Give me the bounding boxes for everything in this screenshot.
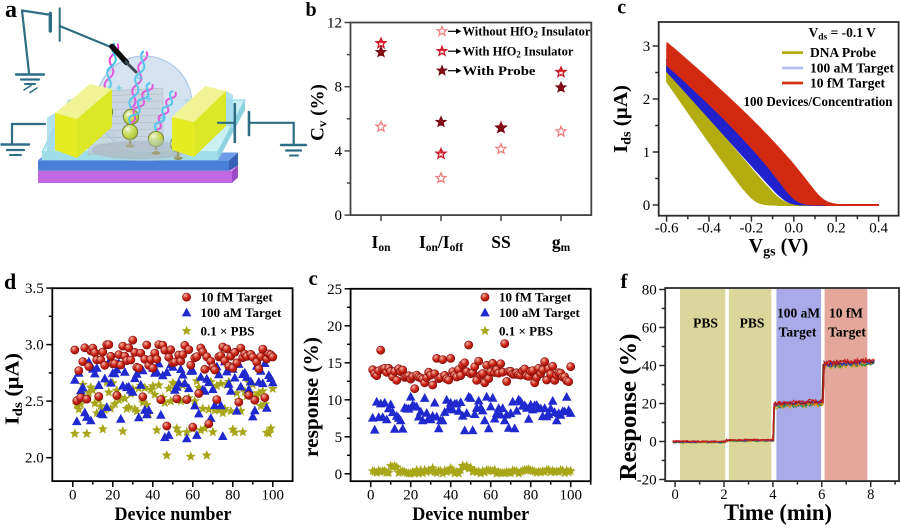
svg-text:0: 0 bbox=[671, 487, 678, 503]
svg-text:8: 8 bbox=[335, 80, 343, 96]
svg-text:100 Devices/Concentration: 100 Devices/Concentration bbox=[744, 94, 894, 109]
svg-text:With Probe: With Probe bbox=[463, 63, 536, 78]
svg-text:0: 0 bbox=[335, 467, 343, 483]
svg-text:20: 20 bbox=[105, 488, 120, 504]
svg-text:80: 80 bbox=[225, 488, 240, 504]
svg-text:100 aM Target: 100 aM Target bbox=[810, 61, 894, 76]
svg-text:0: 0 bbox=[69, 488, 77, 504]
svg-text:With HfO2 Insulator: With HfO2 Insulator bbox=[463, 44, 574, 60]
svg-text:a: a bbox=[5, 0, 17, 23]
svg-text:80: 80 bbox=[642, 283, 657, 299]
svg-text:20: 20 bbox=[642, 397, 657, 413]
svg-text:0.2: 0.2 bbox=[827, 221, 846, 237]
svg-text:20: 20 bbox=[327, 319, 342, 335]
svg-text:40: 40 bbox=[443, 488, 458, 504]
svg-text:100 aM: 100 aM bbox=[777, 306, 820, 321]
svg-text:Response (%): Response (%) bbox=[616, 334, 642, 481]
svg-text:-0.6: -0.6 bbox=[655, 221, 679, 237]
svg-text:PBS: PBS bbox=[693, 316, 718, 331]
svg-text:60: 60 bbox=[185, 488, 200, 504]
svg-text:response (%): response (%) bbox=[299, 337, 323, 457]
svg-text:0.0: 0.0 bbox=[784, 221, 803, 237]
svg-text:10 fM Target: 10 fM Target bbox=[810, 76, 885, 91]
svg-text:80: 80 bbox=[523, 488, 538, 504]
svg-text:DNA Probe: DNA Probe bbox=[810, 45, 876, 60]
svg-text:Without HfO2 Insulator: Without HfO2 Insulator bbox=[463, 24, 591, 40]
svg-text:c: c bbox=[617, 0, 626, 19]
svg-text:10 fM Target: 10 fM Target bbox=[499, 290, 572, 305]
svg-text:Vgs (V): Vgs (V) bbox=[749, 235, 809, 260]
svg-text:10: 10 bbox=[327, 393, 342, 409]
svg-text:25: 25 bbox=[327, 282, 342, 298]
svg-text:12: 12 bbox=[327, 16, 342, 32]
svg-text:4: 4 bbox=[335, 144, 343, 160]
svg-text:10 fM Target: 10 fM Target bbox=[201, 290, 274, 305]
svg-text:0.1 × PBS: 0.1 × PBS bbox=[499, 323, 553, 338]
svg-text:0: 0 bbox=[643, 198, 651, 214]
svg-text:2.0: 2.0 bbox=[25, 451, 44, 467]
svg-text:6: 6 bbox=[818, 487, 825, 503]
svg-text:4: 4 bbox=[769, 487, 777, 503]
svg-text:Time (min): Time (min) bbox=[724, 500, 832, 525]
svg-text:40: 40 bbox=[642, 359, 657, 375]
svg-text:60: 60 bbox=[483, 488, 498, 504]
svg-text:0: 0 bbox=[335, 208, 343, 224]
svg-text:8: 8 bbox=[867, 487, 874, 503]
svg-text:Device number: Device number bbox=[412, 505, 529, 525]
svg-text:20: 20 bbox=[403, 488, 418, 504]
svg-text:60: 60 bbox=[642, 321, 657, 337]
svg-text:100: 100 bbox=[559, 488, 582, 504]
svg-text:3.5: 3.5 bbox=[25, 281, 44, 297]
svg-text:3.0: 3.0 bbox=[25, 338, 44, 354]
svg-text:1: 1 bbox=[643, 145, 651, 161]
svg-text:100 aM Target: 100 aM Target bbox=[499, 305, 581, 320]
svg-text:100: 100 bbox=[262, 488, 285, 504]
svg-text:SS: SS bbox=[491, 232, 510, 252]
svg-text:f: f bbox=[621, 269, 629, 293]
svg-text:d: d bbox=[4, 269, 16, 294]
svg-text:15: 15 bbox=[327, 356, 342, 372]
svg-text:10 fM: 10 fM bbox=[829, 306, 863, 321]
svg-text:0.1 × PBS: 0.1 × PBS bbox=[201, 323, 255, 338]
svg-text:-20: -20 bbox=[637, 473, 657, 489]
svg-text:Device number: Device number bbox=[115, 505, 232, 525]
svg-text:2.5: 2.5 bbox=[25, 394, 44, 410]
svg-text:40: 40 bbox=[145, 488, 160, 504]
svg-text:0.4: 0.4 bbox=[869, 221, 888, 237]
svg-text:-0.2: -0.2 bbox=[740, 221, 764, 237]
svg-text:PBS: PBS bbox=[740, 316, 765, 331]
svg-text:5: 5 bbox=[335, 430, 343, 446]
svg-text:b: b bbox=[306, 0, 317, 21]
svg-text:c: c bbox=[309, 266, 318, 290]
svg-text:2: 2 bbox=[720, 487, 727, 503]
svg-text:100 aM Target: 100 aM Target bbox=[201, 305, 283, 320]
svg-text:0: 0 bbox=[367, 488, 375, 504]
svg-text:Cv (%): Cv (%) bbox=[308, 84, 330, 141]
svg-text:Target: Target bbox=[779, 325, 817, 340]
svg-text:2: 2 bbox=[643, 92, 651, 108]
svg-text:Target: Target bbox=[828, 325, 866, 340]
svg-text:-0.4: -0.4 bbox=[697, 221, 721, 237]
svg-text:0: 0 bbox=[649, 435, 657, 451]
svg-text:3: 3 bbox=[643, 39, 651, 55]
